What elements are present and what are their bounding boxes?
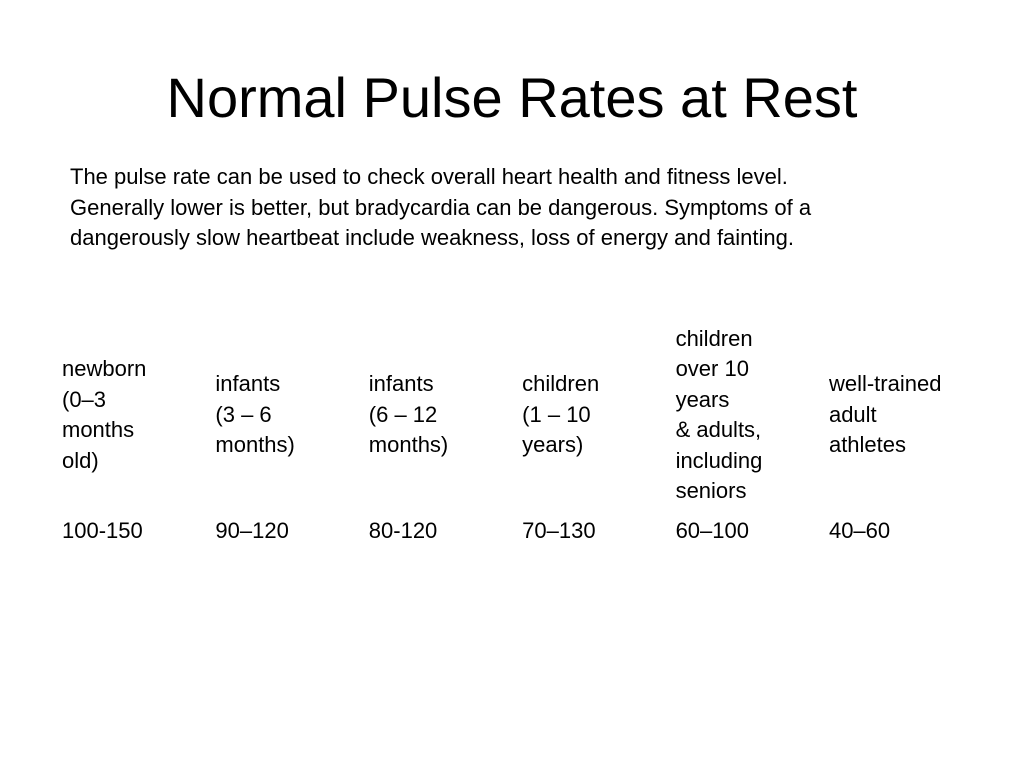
slide-title: Normal Pulse Rates at Rest xyxy=(166,66,858,129)
header-cell-infants-6-12: infants (6 – 12 months) xyxy=(369,320,522,510)
header-line: years) xyxy=(522,432,584,458)
header-line: months) xyxy=(368,432,449,458)
header-line: children xyxy=(675,325,753,351)
header-line: over 10 xyxy=(675,356,749,381)
header-line: old) xyxy=(62,447,99,473)
intro-line: The pulse rate can be used to check over… xyxy=(70,164,788,189)
value-cell-infants-3-6: 90–120 xyxy=(215,518,289,543)
header-line: including xyxy=(675,447,763,473)
intro-line: dangerously slow heartbeat include weakn… xyxy=(70,225,795,250)
header-line: months) xyxy=(215,432,295,458)
value-cell-infants-6-12: 80-120 xyxy=(368,518,438,543)
header-line: (6 – 12 xyxy=(368,401,438,427)
header-line: years xyxy=(675,386,730,412)
value-cell-athletes: 40–60 xyxy=(828,518,891,543)
intro-line: Generally lower is better, but bradycard… xyxy=(70,194,812,220)
header-cell-over-10-adults: children over 10 years & adults, includi… xyxy=(676,320,829,510)
value-cell-children-1-10: 70–130 xyxy=(522,518,596,543)
header-line: infants xyxy=(215,371,281,397)
value-cell-over-10-adults: 60–100 xyxy=(675,518,749,543)
header-cell-infants-3-6: infants (3 – 6 months) xyxy=(215,320,368,510)
header-line: athletes xyxy=(828,432,907,458)
value-cell-newborn: 100-150 xyxy=(62,518,143,543)
header-line: infants xyxy=(368,371,434,397)
header-line: seniors xyxy=(675,478,747,503)
pulse-rate-table: newborn (0–3 months old) infants (3 – 6 … xyxy=(62,320,982,556)
header-line: newborn xyxy=(62,356,147,381)
header-cell-newborn: newborn (0–3 months old) xyxy=(62,320,215,510)
header-cell-children-1-10: children (1 – 10 years) xyxy=(522,320,675,510)
header-line: well-trained xyxy=(828,371,942,397)
header-line: adult xyxy=(828,401,877,427)
header-line: (1 – 10 xyxy=(522,401,591,427)
intro-paragraph: The pulse rate can be used to check over… xyxy=(70,162,970,254)
header-line: months xyxy=(62,417,135,442)
header-line: (0–3 xyxy=(62,386,107,412)
header-line: & adults, xyxy=(675,417,762,442)
table-header-row: newborn (0–3 months old) infants (3 – 6 … xyxy=(62,320,982,510)
table-value-row: 100-150 90–120 80-120 70–130 60–100 40–6… xyxy=(62,510,982,556)
header-line: children xyxy=(522,371,600,397)
header-cell-athletes: well-trained adult athletes xyxy=(829,320,982,510)
header-line: (3 – 6 xyxy=(215,401,272,427)
